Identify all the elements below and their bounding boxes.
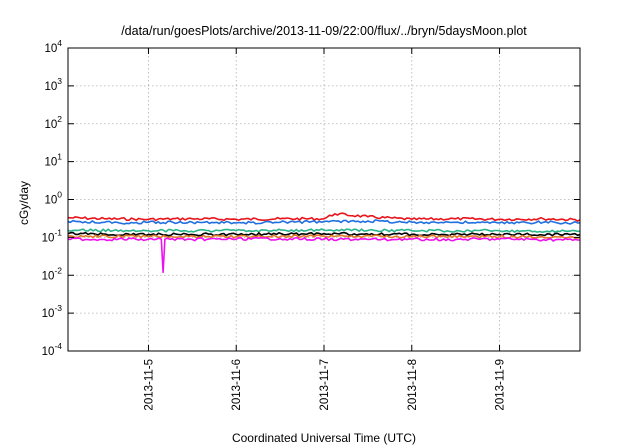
x-axis-label: Coordinated Universal Time (UTC) [232,431,416,445]
x-tick-label: 2013-11-6 [231,359,243,411]
y-tick-label: 101 [44,152,62,169]
series-line-2 [67,219,581,225]
y-tick-label: 10-1 [42,227,63,244]
y-tick-label: 10-2 [42,265,63,282]
series-layer [67,212,581,274]
grid-layer [68,48,580,351]
series-line-5 [67,234,581,239]
x-tick-label: 2013-11-8 [407,359,419,411]
y-tick-label: 10-3 [42,303,63,320]
y-axis: 10-4 10-3 10-2 10-1 100 101 102 103 104 [42,38,580,358]
x-tick-label: 2013-11-7 [319,359,331,411]
chart-title: /data/run/goesPlots/archive/2013-11-09/2… [121,24,527,38]
x-tick-label: 2013-11-9 [495,359,507,411]
x-tick-label: 2013-11-5 [143,359,155,411]
x-axis: 2013-11-5 2013-11-6 2013-11-7 2013-11-8 2013… [143,48,507,411]
y-tick-label: 10-4 [42,341,63,358]
y-tick-label: 100 [44,190,62,207]
y-axis-label: cGy/day [17,181,31,225]
series-line-4 [67,231,581,237]
series-line-6 [67,236,580,274]
series-line-3 [67,228,580,234]
y-tick-label: 102 [44,114,62,131]
y-tick-label: 103 [44,76,62,93]
series-line-1 [67,212,581,222]
y-tick-label: 104 [44,38,62,55]
